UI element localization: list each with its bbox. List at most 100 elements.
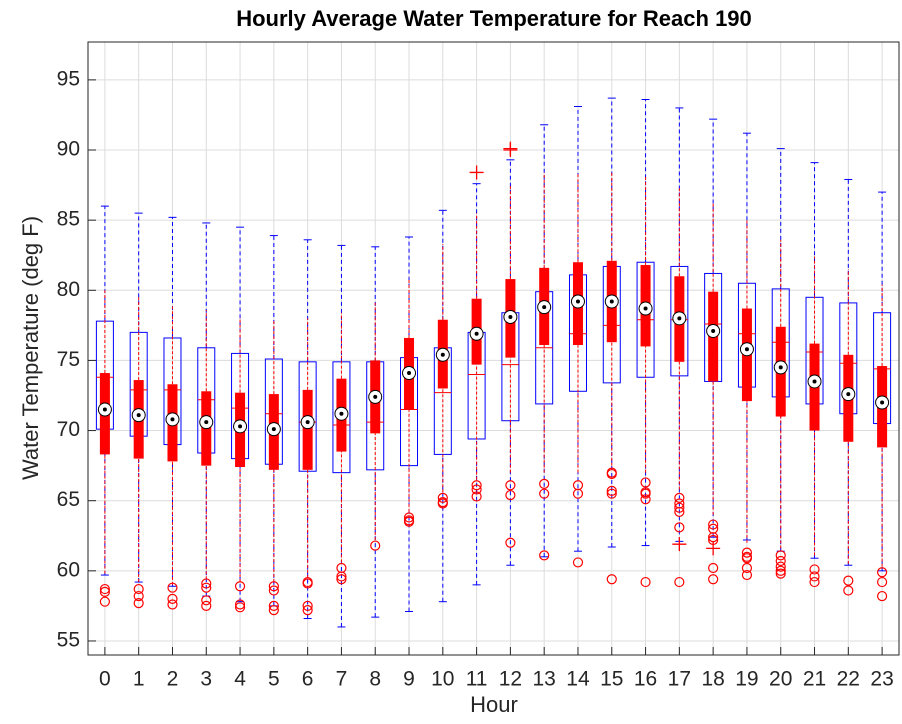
outlier — [674, 522, 685, 533]
outlier — [708, 519, 719, 530]
median-dot — [440, 352, 445, 357]
x-tick-label: 15 — [600, 668, 623, 691]
median-dot — [880, 400, 885, 405]
median-dot — [677, 316, 682, 321]
outlier — [775, 555, 786, 567]
outlier — [201, 578, 212, 589]
median-dot — [508, 314, 513, 319]
outlier — [741, 562, 753, 574]
x-tick-label: 23 — [870, 668, 893, 691]
x-tick-label: 1 — [133, 668, 145, 691]
outlier — [572, 488, 584, 499]
outlier — [877, 590, 888, 602]
outlier — [640, 488, 651, 499]
outlier — [539, 488, 550, 499]
outlier — [706, 541, 721, 556]
y-tick-label: 90 — [57, 138, 80, 161]
outlier — [201, 582, 212, 593]
outlier — [302, 600, 313, 612]
outlier — [99, 583, 110, 595]
y-tick-label: 70 — [57, 418, 80, 441]
outlier — [234, 581, 246, 592]
x-axis-label: Hour — [470, 692, 518, 717]
median-dot — [339, 411, 344, 416]
y-tick-label: 60 — [57, 558, 80, 581]
x-tick-label: 17 — [668, 668, 691, 691]
x-tick-label: 9 — [403, 668, 415, 691]
x-tick-label: 10 — [431, 668, 454, 691]
outlier — [167, 599, 178, 610]
median-dot — [846, 392, 851, 397]
median-dot — [136, 413, 141, 418]
outlier — [708, 532, 719, 543]
outlier — [370, 540, 381, 551]
chart-title: Hourly Average Water Temperature for Rea… — [236, 6, 752, 31]
outlier — [99, 586, 110, 597]
x-tick-label: 5 — [268, 668, 280, 691]
outlier — [505, 489, 516, 501]
median-dot — [812, 379, 817, 384]
outlier — [505, 480, 516, 491]
outlier — [606, 485, 617, 496]
median-dot — [711, 328, 716, 333]
outlier — [133, 590, 144, 602]
y-tick-label: 75 — [57, 348, 80, 371]
x-tick-label: 3 — [200, 668, 212, 691]
median-dot — [204, 420, 209, 425]
median-dot — [102, 407, 107, 412]
outlier — [336, 571, 347, 582]
x-tick-label: 18 — [701, 668, 724, 691]
outlier — [234, 602, 246, 613]
outlier — [268, 600, 279, 612]
x-tick-label: 4 — [234, 668, 246, 691]
median-dot — [744, 347, 749, 352]
median-dot — [170, 417, 175, 422]
outlier — [437, 498, 448, 509]
y-tick-label: 95 — [57, 67, 80, 90]
outlier — [469, 165, 484, 180]
x-tick-label: 22 — [837, 668, 860, 691]
x-tick-label: 14 — [566, 668, 590, 691]
x-tick-label: 16 — [634, 668, 657, 691]
outlier — [775, 550, 786, 561]
outlier — [268, 585, 279, 596]
outlier — [167, 582, 178, 593]
outlier — [674, 492, 685, 503]
outlier — [640, 576, 651, 588]
plot-frame — [87, 41, 900, 656]
outlier — [268, 605, 279, 616]
outlier — [302, 578, 313, 589]
outlier — [877, 576, 888, 588]
y-tick-label: 80 — [57, 278, 80, 301]
y-axis-label: Water Temperature (deg F) — [18, 216, 43, 480]
outlier — [471, 480, 482, 491]
median-dot — [474, 331, 479, 336]
outlier — [606, 468, 617, 480]
x-tick-label: 0 — [99, 668, 111, 691]
outlier — [302, 605, 313, 616]
outlier — [403, 515, 415, 526]
outlier — [234, 599, 246, 610]
outlier — [133, 583, 144, 595]
outlier — [471, 484, 482, 495]
outlier — [674, 576, 685, 588]
outlier — [708, 574, 719, 585]
outlier — [437, 492, 448, 503]
outlier — [503, 141, 518, 156]
outlier — [809, 571, 820, 582]
outlier — [167, 593, 178, 604]
y-tick-label: 65 — [57, 488, 80, 511]
x-tick-label: 7 — [336, 668, 348, 691]
outlier — [741, 547, 753, 558]
box — [670, 265, 689, 377]
outlier — [741, 553, 753, 564]
median-dot — [575, 299, 580, 304]
outlier — [133, 597, 144, 609]
outlier — [539, 550, 550, 561]
outlier — [809, 576, 820, 588]
outlier — [741, 569, 753, 581]
y-tick-label: 85 — [57, 208, 80, 231]
outlier — [201, 600, 212, 612]
x-tick-label: 8 — [369, 668, 381, 691]
